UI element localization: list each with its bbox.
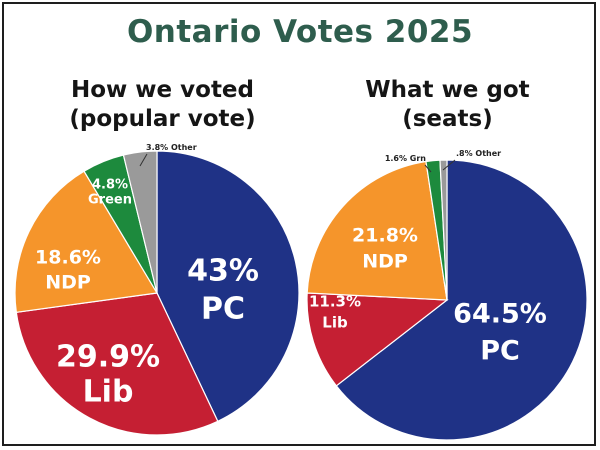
right-pie-title: What we got <box>365 77 530 103</box>
right-label-pc-name: PC <box>480 336 520 367</box>
chart-title: Ontario Votes 2025 <box>126 14 474 50</box>
right-label-ndp-name: NDP <box>362 251 408 273</box>
left-pie-heading: How we voted (popular vote) <box>40 76 285 134</box>
left-callout-label-other: 3.8% Other <box>146 143 197 152</box>
left-label-pc-pct: 43% <box>187 254 259 289</box>
left-label-ndp-name: NDP <box>45 272 91 294</box>
left-pie <box>14 150 300 436</box>
right-callout-line-other <box>442 159 456 171</box>
right-label-lib-pct: 11.3% <box>309 293 361 311</box>
right-label-lib-name: Lib <box>322 314 348 332</box>
left-label-lib-name: Lib <box>83 375 134 410</box>
right-callout-label-green: 1.6% Grn <box>385 154 426 163</box>
left-label-green-pct: 4.8% <box>92 178 128 193</box>
left-label-ndp-pct: 18.6% <box>35 247 101 269</box>
right-callout-line-green <box>424 164 432 173</box>
right-slice-pc <box>335 159 588 441</box>
left-pie-subtitle: (popular vote) <box>69 106 256 132</box>
right-label-pc-pct: 64.5% <box>453 299 547 330</box>
left-slice-pc <box>156 150 300 423</box>
right-callout-label-other: .8% Other <box>456 149 501 158</box>
left-label-pc-name: PC <box>201 292 245 327</box>
right-pie <box>306 159 588 441</box>
left-slice-other <box>122 150 158 294</box>
left-pie-title: How we voted <box>70 77 254 103</box>
right-slice-ndp <box>306 160 448 301</box>
left-slice-lib <box>15 292 219 436</box>
left-label-lib-pct: 29.9% <box>56 340 160 375</box>
right-pie-subtitle: (seats) <box>402 106 493 132</box>
left-callout-line-other <box>139 153 148 167</box>
right-pie-heading: What we got (seats) <box>325 76 570 134</box>
left-label-green-name: Green <box>88 193 132 208</box>
right-slice-lib <box>306 292 449 387</box>
right-slice-other <box>439 159 448 301</box>
left-slice-ndp <box>14 170 158 314</box>
right-label-ndp-pct: 21.8% <box>352 225 418 247</box>
